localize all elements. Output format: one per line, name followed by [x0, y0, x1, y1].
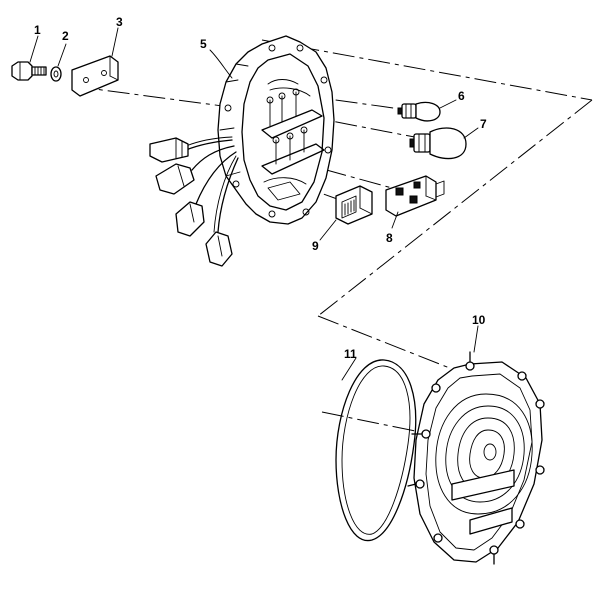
washer-part	[50, 66, 62, 82]
callout-2: 2	[62, 29, 69, 43]
callout-9: 9	[312, 239, 319, 253]
lamp-housing-part	[217, 35, 335, 225]
lens-cover-studs	[407, 351, 545, 565]
wire-connector-3	[175, 201, 205, 237]
wire-connector-2	[155, 163, 195, 195]
bolt-part	[11, 61, 47, 81]
alignment-line-lens	[321, 411, 421, 433]
callout-1: 1	[34, 23, 41, 37]
lens-cover-part	[407, 351, 545, 565]
callout-6: 6	[458, 89, 465, 103]
alignment-line-lamp7	[299, 114, 431, 141]
alignment-line-top	[261, 39, 593, 101]
terminal-socket-part	[385, 175, 445, 217]
socket-connector-part	[335, 185, 373, 225]
callout-7: 7	[480, 117, 487, 131]
callout-5: 5	[200, 37, 207, 51]
bracket-plate-part	[71, 55, 119, 97]
wire-connector-4	[205, 231, 233, 267]
callout-11: 11	[344, 347, 357, 361]
lamp-bulb-small-part	[397, 101, 441, 122]
leader-lines	[29, 27, 479, 381]
callout-3: 3	[116, 15, 123, 29]
callout-8: 8	[386, 231, 393, 245]
alignment-line-diagonal	[317, 99, 593, 317]
wire-connector-1	[149, 137, 189, 163]
gasket-ring-part	[335, 359, 417, 542]
lamp-bulb-large-part	[409, 127, 467, 160]
callout-labels: 1 2 3 5 6 7 8 9 10 11	[34, 15, 487, 361]
callout-10: 10	[472, 313, 486, 327]
